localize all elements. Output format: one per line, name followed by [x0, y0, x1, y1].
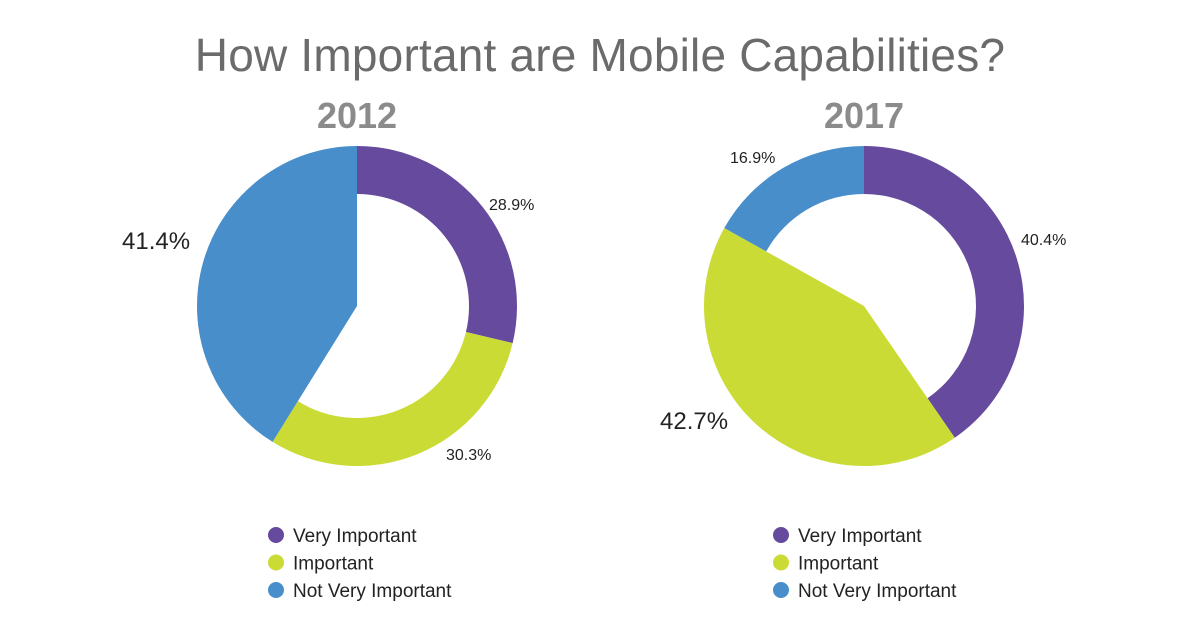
- slice-important: [703, 228, 955, 467]
- chart-title: 2017: [824, 95, 904, 136]
- slice-very-important: [357, 146, 517, 344]
- legend-marker-important: [268, 554, 284, 571]
- value-label-not-very-important: 41.4%: [122, 228, 190, 255]
- legend-marker-not-very-important: [773, 582, 789, 598]
- value-label-important: 42.7%: [660, 408, 728, 435]
- value-label-important: 30.3%: [446, 447, 491, 464]
- value-label-very-important: 28.9%: [489, 197, 534, 214]
- legend-label-not-very-important: Not Very Important: [798, 581, 957, 602]
- slice-not-very-important: [724, 146, 864, 252]
- legend-label-important: Important: [293, 554, 374, 575]
- legend-label-very-important: Very Important: [293, 526, 417, 547]
- legend-marker-very-important: [773, 527, 789, 543]
- legend-marker-not-very-important: [268, 582, 284, 598]
- slice-very-important: [864, 146, 1025, 438]
- donut-chart-2017: 2017 40.4% 42.7% 16.9% Very Important Importa…: [660, 95, 1066, 602]
- legend-marker-very-important: [268, 527, 284, 543]
- legend: Very Important Important Not Very Importan…: [773, 526, 957, 602]
- donut-chart-2012: 2012 28.9% 30.3% 41.4% Very Important Importa…: [122, 95, 534, 602]
- legend-label-important: Important: [798, 554, 879, 575]
- legend-marker-important: [773, 554, 789, 571]
- value-label-not-very-important: 16.9%: [730, 150, 775, 167]
- slice-not-very-important: [197, 146, 357, 442]
- legend-label-very-important: Very Important: [798, 526, 922, 547]
- slice-important: [272, 331, 513, 467]
- legend-label-not-very-important: Not Very Important: [293, 581, 452, 602]
- main-title: How Important are Mobile Capabilities?: [194, 29, 1006, 81]
- value-label-very-important: 40.4%: [1021, 232, 1066, 249]
- chart-title: 2012: [317, 95, 397, 136]
- legend: Very Important Important Not Very Importan…: [268, 526, 452, 602]
